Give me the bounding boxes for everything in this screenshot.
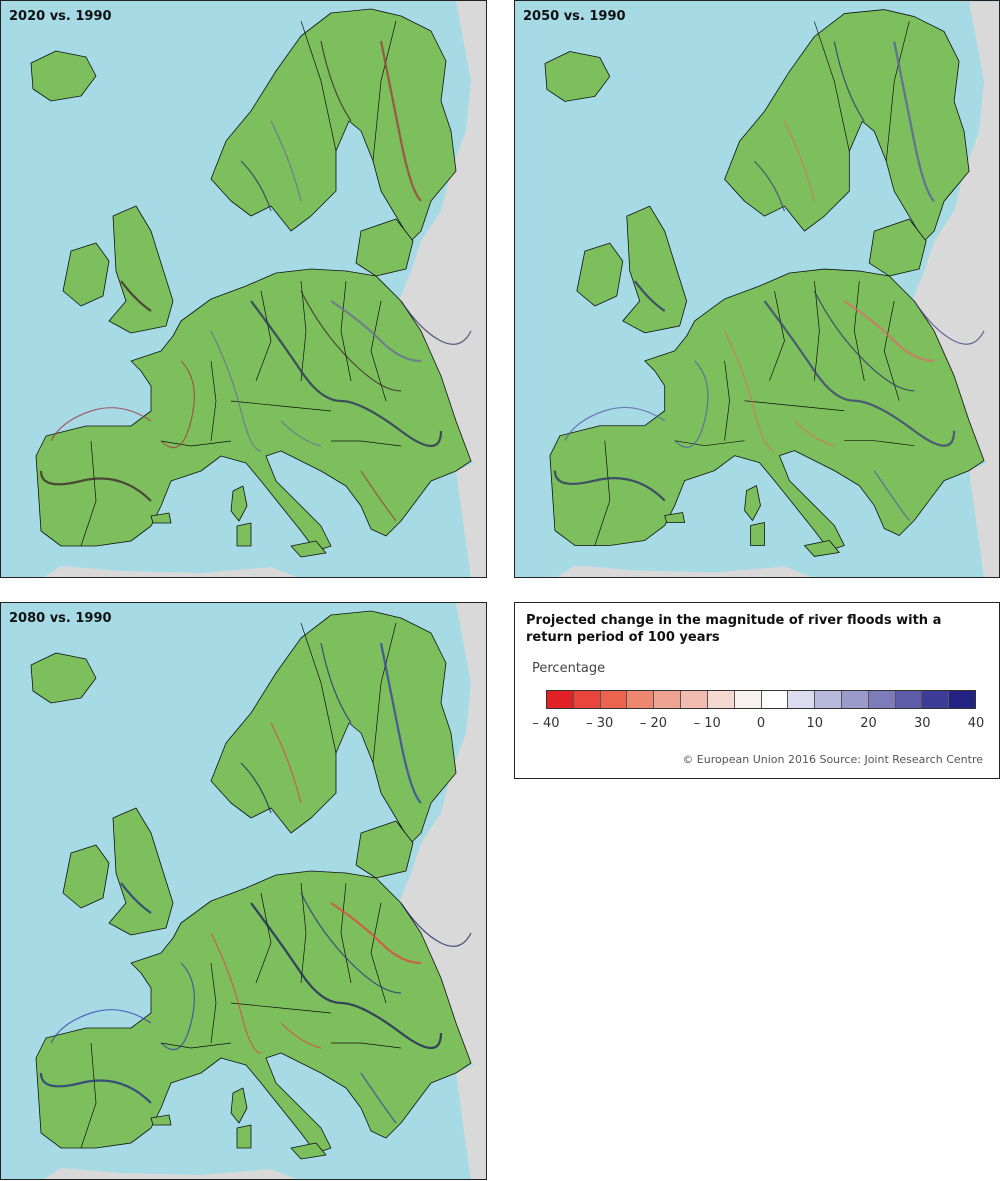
river-line xyxy=(843,300,935,362)
legend-swatch xyxy=(707,691,735,708)
river-line xyxy=(873,470,910,521)
river-line xyxy=(754,160,786,212)
river-line xyxy=(50,407,152,442)
river-line xyxy=(300,892,402,994)
river-line xyxy=(280,420,322,447)
river-line xyxy=(833,41,865,122)
river-line xyxy=(250,902,443,1049)
river-line xyxy=(240,160,272,212)
legend-tick-label: – 40 xyxy=(532,716,560,731)
legend-tick-label: – 20 xyxy=(639,716,668,731)
legend-source: © European Union 2016 Source: Joint Rese… xyxy=(682,753,983,766)
legend-tick-label: 30 xyxy=(913,716,931,731)
river-line xyxy=(50,1009,152,1044)
river-line xyxy=(120,280,152,312)
river-line xyxy=(553,470,666,502)
river-line xyxy=(400,902,472,947)
river-line xyxy=(360,470,397,522)
river-line xyxy=(400,300,472,345)
europe-map xyxy=(544,1,999,577)
legend-tick-label: 10 xyxy=(806,716,824,731)
river-line xyxy=(39,470,152,502)
legend-swatch xyxy=(895,691,923,708)
river-line xyxy=(270,120,302,202)
river-line xyxy=(210,330,262,452)
map-panel-2050: 2050 vs. 1990 xyxy=(514,0,1000,578)
river-line xyxy=(783,121,815,202)
europe-map xyxy=(30,1,486,577)
legend-swatch xyxy=(815,691,842,708)
river-network xyxy=(553,41,985,521)
legend-swatch xyxy=(734,691,762,708)
legend-swatch xyxy=(949,691,975,708)
legend: Projected change in the magnitude of riv… xyxy=(514,602,1000,779)
river-line xyxy=(160,962,195,1051)
river-line xyxy=(320,40,352,122)
river-line xyxy=(250,300,443,447)
legend-unit-label: Percentage xyxy=(532,661,606,676)
legend-swatch xyxy=(654,691,682,708)
river-line xyxy=(120,882,152,914)
river-line xyxy=(813,290,915,392)
legend-title: Projected change in the magnitude of riv… xyxy=(526,613,942,645)
legend-swatch xyxy=(788,691,816,708)
river-line xyxy=(379,642,422,804)
river-line xyxy=(330,902,422,965)
panel-title: 2050 vs. 1990 xyxy=(523,9,626,24)
river-line xyxy=(39,1072,152,1104)
river-line xyxy=(763,300,956,447)
panel-title: 2020 vs. 1990 xyxy=(9,9,112,24)
river-line xyxy=(724,330,775,452)
river-line xyxy=(240,762,272,814)
legend-tick-label: 0 xyxy=(756,716,766,731)
legend-color-scale xyxy=(546,690,976,709)
legend-swatch xyxy=(547,691,574,708)
river-line xyxy=(300,290,402,392)
europe-map xyxy=(30,603,486,1179)
europe-land xyxy=(30,1,486,577)
river-line xyxy=(210,932,262,1054)
river-line xyxy=(913,300,985,345)
river-line xyxy=(160,360,195,449)
river-line xyxy=(360,1072,397,1124)
river-line xyxy=(674,360,709,448)
river-line xyxy=(564,406,666,441)
river-line xyxy=(280,1022,322,1049)
legend-tick-label: 40 xyxy=(967,716,985,731)
river-line xyxy=(633,280,666,312)
legend-swatch xyxy=(600,691,628,708)
europe-land xyxy=(544,1,999,577)
legend-swatch xyxy=(627,691,655,708)
panel-title: 2080 vs. 1990 xyxy=(9,611,112,626)
river-network xyxy=(39,642,472,1124)
legend-swatch xyxy=(841,691,869,708)
map-panel-2020: 2020 vs. 1990 xyxy=(0,0,487,578)
river-line xyxy=(379,40,422,202)
legend-swatch xyxy=(922,691,950,708)
legend-swatch xyxy=(681,691,708,708)
river-line xyxy=(320,642,352,724)
legend-swatch xyxy=(868,691,896,708)
map-panel-2080: 2080 vs. 1990 xyxy=(0,602,487,1180)
legend-tick-label: – 10 xyxy=(693,716,721,731)
legend-swatch xyxy=(761,691,789,708)
river-line xyxy=(270,722,302,804)
legend-swatch xyxy=(573,691,601,708)
river-line xyxy=(794,420,835,447)
legend-tick-label: 20 xyxy=(860,716,877,731)
river-network xyxy=(39,40,472,522)
europe-land xyxy=(30,603,486,1179)
river-line xyxy=(893,41,935,202)
legend-tick-label: – 30 xyxy=(586,716,614,731)
river-line xyxy=(330,300,422,363)
